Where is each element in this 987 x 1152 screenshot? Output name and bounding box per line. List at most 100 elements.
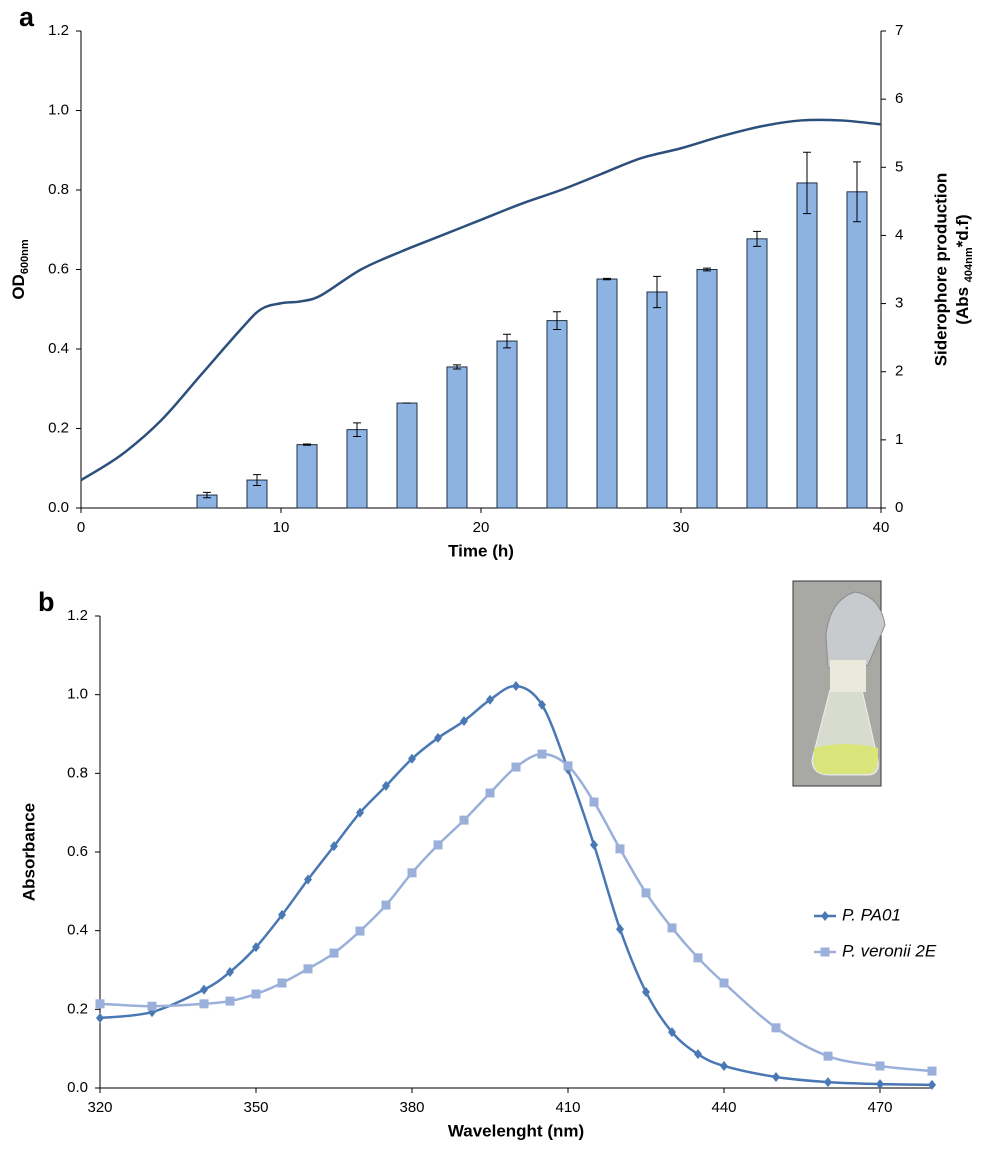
legend-label: P. PA01 (842, 905, 901, 924)
bar (446, 366, 468, 509)
bar (496, 340, 518, 509)
marker (303, 964, 313, 974)
photo-inset (792, 580, 886, 787)
marker (226, 966, 234, 977)
error-bar (603, 277, 611, 281)
marker (252, 942, 260, 953)
error-bar (803, 151, 811, 215)
marker (511, 762, 521, 772)
error-bar (653, 275, 661, 309)
y-axis-title-part: 600nm (19, 239, 31, 274)
marker (616, 924, 624, 935)
marker (304, 874, 312, 885)
marker (251, 989, 261, 999)
marker (823, 1051, 833, 1061)
error-bar (453, 364, 461, 370)
marker (875, 1061, 885, 1071)
marker (694, 1049, 702, 1060)
marker (719, 978, 729, 988)
marker (771, 1023, 781, 1033)
y2-axis-title: Siderophore production (931, 173, 950, 367)
y-tick-label: 0.0 (48, 499, 69, 516)
legend-label: P. veronii 2E (842, 941, 937, 960)
y2-axis-title-part: (Abs (953, 282, 972, 325)
error-bar (303, 443, 311, 446)
y-tick-label: 1.0 (67, 686, 88, 703)
line (99, 752, 933, 1073)
marker (485, 788, 495, 798)
y-axis-title-part: OD (9, 274, 28, 300)
x-tick-label: 350 (243, 1099, 268, 1116)
marker (615, 844, 625, 854)
marker (486, 694, 494, 705)
error-bar (353, 422, 361, 437)
bar (346, 429, 368, 509)
marker (459, 815, 469, 825)
y2-tick-label: 0 (895, 499, 903, 516)
y-axis-title: OD600nm (9, 239, 30, 300)
marker (538, 699, 546, 710)
y2-tick-label: 7 (895, 22, 903, 39)
bar (396, 402, 418, 509)
y-tick-label: 0.0 (67, 1079, 88, 1096)
marker (641, 888, 651, 898)
marker (200, 984, 208, 995)
error-bar (853, 161, 861, 223)
legend-marker (821, 911, 829, 921)
flask-neck (830, 660, 866, 692)
x-tick-label: 20 (473, 519, 490, 536)
error-bar (503, 333, 511, 349)
error-bar (753, 230, 761, 247)
marker (667, 923, 677, 933)
x-tick-label: 380 (399, 1099, 424, 1116)
marker (199, 999, 209, 1009)
marker (330, 841, 338, 852)
marker (642, 987, 650, 998)
marker (225, 996, 235, 1006)
legend-marker (820, 947, 830, 957)
error-bar (703, 267, 711, 272)
x-tick-label: 320 (87, 1099, 112, 1116)
x-tick-label: 0 (77, 519, 85, 536)
line (99, 684, 933, 1087)
bar (546, 320, 568, 509)
bar (746, 238, 768, 509)
y2-tick-label: 6 (895, 90, 903, 107)
x-tick-label: 30 (673, 519, 690, 536)
y-tick-label: 0.4 (67, 922, 88, 939)
x-tick-label: 10 (273, 519, 290, 536)
marker (329, 948, 339, 958)
marker (382, 780, 390, 791)
marker (928, 1079, 936, 1090)
marker (355, 926, 365, 936)
y2-tick-label: 5 (895, 158, 903, 175)
y2-axis-title: (Abs 404nm*d.f) (953, 214, 974, 324)
marker (720, 1060, 728, 1071)
y-tick-label: 0.8 (67, 764, 88, 781)
y2-axis-title-part: 404nm (963, 247, 975, 282)
y-tick-label: 0.2 (67, 1000, 88, 1017)
y-tick-label: 1.0 (48, 101, 69, 118)
y2-tick-label: 3 (895, 295, 903, 312)
marker (381, 900, 391, 910)
error-bar (253, 474, 261, 487)
marker (460, 716, 468, 727)
y2-tick-label: 2 (895, 363, 903, 380)
y2-tick-label: 4 (895, 226, 903, 243)
y-tick-label: 1.2 (67, 607, 88, 624)
y-tick-label: 0.6 (67, 843, 88, 860)
marker (96, 1012, 104, 1023)
bar (696, 269, 718, 509)
y-axis-title: Absorbance (19, 803, 38, 901)
line (80, 118, 882, 482)
marker (512, 681, 520, 692)
x-tick-label: 40 (873, 519, 890, 536)
panel-label: b (38, 587, 55, 617)
y-tick-label: 0.2 (48, 419, 69, 436)
marker (278, 909, 286, 920)
bar (796, 182, 818, 509)
x-tick-label: 470 (867, 1099, 892, 1116)
marker (433, 840, 443, 850)
y-tick-label: 1.2 (48, 22, 69, 39)
